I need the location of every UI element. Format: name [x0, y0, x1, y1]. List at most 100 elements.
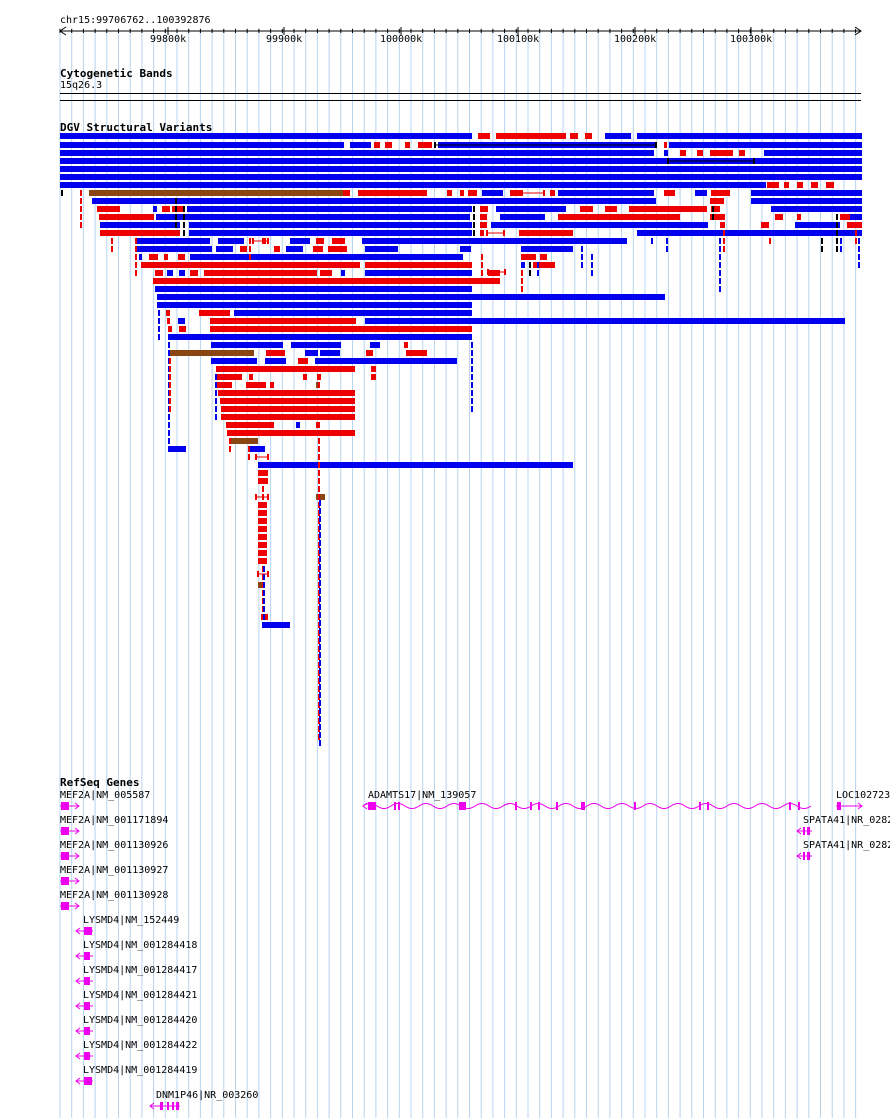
gene-label[interactable]: MEF2A|NM_005587: [60, 790, 151, 801]
sv-feature: [100, 222, 175, 228]
sv-feature: [263, 606, 265, 612]
gene-strand-arrow: [75, 952, 81, 960]
sv-feature: [358, 190, 427, 196]
sv-feature: [318, 382, 320, 388]
sv-feature: [836, 238, 838, 244]
sv-feature: [540, 254, 547, 260]
gene-label[interactable]: LYSMD4|NM_152449: [83, 915, 180, 926]
gene-label[interactable]: SPATA41|NR_0282: [803, 840, 890, 851]
cytoband-track-title[interactable]: Cytogenetic Bands: [60, 67, 173, 80]
cytoband-label: 15q26.3: [60, 80, 103, 91]
sv-feature: [319, 620, 321, 626]
sv-feature: [471, 366, 473, 372]
gene-label[interactable]: LYSMD4|NM_001284418: [83, 940, 198, 951]
sv-feature: [319, 580, 321, 586]
sv-feature: [135, 270, 137, 276]
sv-feature: [291, 342, 341, 348]
gene-exon: [84, 1027, 90, 1035]
gene-exon: [581, 802, 585, 810]
gene-exon: [61, 902, 64, 910]
gene-label[interactable]: MEF2A|NM_001171894: [60, 815, 169, 826]
sv-feature: [158, 310, 160, 316]
sv-feature: [168, 430, 170, 436]
sv-feature: [249, 238, 251, 244]
sv-feature: [318, 422, 320, 428]
sv-feature: [313, 246, 323, 252]
sv-feature: [751, 198, 862, 204]
sv-feature: [858, 238, 860, 244]
sv-feature: [319, 540, 321, 546]
sv-feature: [585, 133, 592, 139]
sv-feature: [697, 150, 703, 156]
gene-label[interactable]: MEF2A|NM_001130927: [60, 865, 169, 876]
sv-feature: [216, 366, 355, 372]
sv-feature: [169, 358, 171, 364]
ruler-tick-label: 99800k: [150, 34, 187, 45]
sv-feature: [135, 246, 137, 252]
sv-feature: [537, 262, 539, 268]
sv-feature: [168, 446, 170, 452]
dgv-track-title[interactable]: DGV Structural Variants: [60, 121, 213, 134]
sv-feature: [263, 582, 265, 588]
sv-feature: [139, 254, 142, 260]
gene-label[interactable]: ADAMTS17|NM_139057: [368, 790, 477, 801]
ruler-tick-label: 100100k: [497, 34, 540, 45]
cytoband-line-bottom: [60, 100, 861, 101]
sv-feature: [460, 190, 464, 196]
sv-feature: [210, 318, 356, 324]
gene-exon: [61, 802, 64, 810]
gene-strand-arrow: [75, 1052, 81, 1060]
gene-exon: [64, 877, 69, 885]
sv-feature: [418, 142, 432, 148]
sv-feature: [362, 238, 627, 244]
sv-feature: [290, 238, 310, 244]
sv-feature: [319, 572, 321, 578]
sv-feature: [168, 326, 172, 332]
gene-label[interactable]: LYSMD4|NM_001284419: [83, 1065, 198, 1076]
gene-label[interactable]: LYSMD4|NM_001284421: [83, 990, 198, 1001]
gene-label[interactable]: LOC102723: [836, 790, 890, 801]
sv-feature: [371, 366, 376, 372]
sv-feature: [229, 430, 231, 436]
refseq-track-title[interactable]: RefSeq Genes: [60, 776, 140, 789]
sv-feature: [406, 350, 427, 356]
sv-feature: [629, 206, 707, 212]
gene-label[interactable]: MEF2A|NM_001130926: [60, 840, 169, 851]
sv-feature: [319, 692, 321, 698]
sv-feature: [60, 150, 654, 156]
gene-strand-arrow: [75, 1002, 81, 1010]
sv-feature: [319, 564, 321, 570]
gene-exon: [64, 852, 69, 860]
gene-label[interactable]: LYSMD4|NM_001284422: [83, 1040, 198, 1051]
sv-feature: [471, 390, 473, 396]
gene-label[interactable]: MEF2A|NM_001130928: [60, 890, 169, 901]
sv-feature: [319, 596, 321, 602]
sv-feature: [473, 214, 475, 220]
sv-feature: [262, 518, 264, 524]
gene-label[interactable]: LYSMD4|NM_001284420: [83, 1015, 198, 1026]
gene-exon: [807, 852, 810, 860]
sv-feature: [319, 548, 321, 554]
sv-feature: [521, 246, 573, 252]
sv-feature: [231, 438, 258, 444]
location-label: chr15:99706762..100392876: [60, 15, 211, 26]
sv-feature: [319, 684, 321, 690]
sv-feature: [771, 206, 862, 212]
sv-feature: [80, 222, 82, 228]
sv-feature: [100, 230, 180, 236]
sv-feature: [162, 206, 170, 212]
sv-feature: [319, 700, 321, 706]
sv-feature: [840, 214, 850, 220]
gene-exon: [84, 1052, 90, 1060]
sv-feature: [480, 206, 488, 212]
sv-feature: [550, 190, 555, 196]
sv-feature: [248, 446, 250, 452]
sv-feature: [240, 246, 247, 252]
gene-label[interactable]: DNM1P46|NR_003260: [156, 1090, 259, 1101]
gene-label[interactable]: LYSMD4|NM_001284417: [83, 965, 198, 976]
sv-feature: [169, 446, 186, 452]
sv-feature: [769, 238, 771, 244]
gene-label[interactable]: SPATA41|NR_0282: [803, 815, 890, 826]
sv-feature: [343, 190, 350, 196]
gene-exon: [64, 902, 69, 910]
